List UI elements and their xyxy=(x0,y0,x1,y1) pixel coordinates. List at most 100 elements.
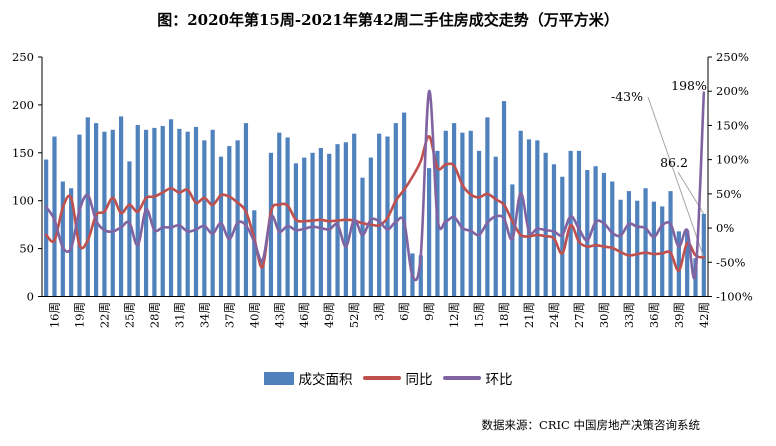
x-axis-tick-label: 15周 xyxy=(472,302,486,328)
right-axis-tick-label: 200% xyxy=(716,84,749,98)
x-axis-tick-label: 34周 xyxy=(197,302,211,328)
data-source-note: 数据来源：CRIC 中国房地产决策咨询系统 xyxy=(481,418,700,432)
bar xyxy=(69,188,74,297)
axes xyxy=(41,57,709,297)
bar xyxy=(94,123,99,297)
bar xyxy=(268,152,274,297)
legend-item-yoy: 同比 xyxy=(362,368,433,388)
x-axis-tick-label: 36周 xyxy=(647,302,661,328)
left-axis-tick-label: 200 xyxy=(12,98,34,112)
bar xyxy=(177,128,182,297)
right-axis-tick-label: 150% xyxy=(716,118,749,132)
x-axis-tick-label: 39周 xyxy=(672,302,686,328)
x-axis-tick-label: 25周 xyxy=(122,302,136,328)
x-axis-tick-label: 43周 xyxy=(272,302,286,328)
bar xyxy=(585,170,590,297)
bar xyxy=(85,117,90,297)
right-axis-tick-label: 100% xyxy=(716,153,749,167)
bar xyxy=(160,125,165,297)
bar xyxy=(218,156,224,297)
bar xyxy=(143,129,149,297)
right-axis-tick-label: 0% xyxy=(716,221,734,235)
x-axis-tick-label: 22周 xyxy=(97,302,111,328)
bar xyxy=(635,200,640,297)
x-axis-tick-label: 49周 xyxy=(322,302,336,328)
bar xyxy=(618,199,623,297)
x-axis-tick-label: 40周 xyxy=(247,302,261,328)
bar xyxy=(118,116,124,297)
bar xyxy=(185,131,190,297)
bar xyxy=(427,168,432,297)
right-axis-tick-label: 50% xyxy=(716,187,742,201)
bar xyxy=(277,132,282,297)
bar xyxy=(685,230,690,297)
bar xyxy=(493,156,498,297)
bar xyxy=(501,101,507,297)
bar xyxy=(468,130,473,297)
bar xyxy=(610,181,615,297)
right-axis-tick-label: -50% xyxy=(716,255,746,269)
x-axis-tick-label: 18周 xyxy=(497,302,511,328)
x-axis-tick-label: 42周 xyxy=(697,302,711,328)
bar xyxy=(535,140,540,297)
bar xyxy=(352,133,357,297)
bar xyxy=(60,181,65,297)
legend-label-volume: 成交面积 xyxy=(298,372,353,388)
bar xyxy=(402,112,407,297)
chart-title: 图：2020年第15周-2021年第42周二手住房成交走势（万平方米） xyxy=(157,11,619,29)
x-axis-tick-label: 9周 xyxy=(422,302,436,321)
wow-line-swatch-icon xyxy=(442,376,481,380)
x-axis-labels: 16周 19周 22周 25周 28周 31周 34周 37周 40周 43周 46周 49周 52周 3… xyxy=(48,302,711,328)
bar xyxy=(568,150,573,297)
bar xyxy=(518,130,523,297)
bar xyxy=(560,176,565,297)
legend-label-wow: 环比 xyxy=(485,372,513,388)
bar xyxy=(660,206,665,297)
x-axis-tick-label: 3周 xyxy=(372,302,386,321)
bar xyxy=(44,159,49,297)
bar xyxy=(701,213,706,297)
bar xyxy=(485,117,490,297)
legend-item-wow: 环比 xyxy=(442,368,513,388)
bar xyxy=(593,166,598,297)
bar xyxy=(285,137,290,297)
x-axis-tick-label: 24周 xyxy=(547,302,561,328)
bar xyxy=(576,150,582,297)
x-axis-tick-label: 12周 xyxy=(447,302,461,328)
bar xyxy=(327,153,332,297)
left-axis-tick-label: 250 xyxy=(12,50,34,64)
bar xyxy=(643,188,648,297)
bar xyxy=(110,129,115,297)
bar xyxy=(127,161,132,297)
right-axis-tick-label: 250% xyxy=(716,50,749,64)
x-axis-tick-label: 16周 xyxy=(48,302,62,328)
bar xyxy=(52,136,57,297)
bar xyxy=(451,123,457,297)
annotation-label: -43% xyxy=(611,89,643,104)
bar xyxy=(443,130,448,297)
x-axis-tick-label: 46周 xyxy=(297,302,311,328)
bar xyxy=(260,260,265,297)
bar xyxy=(676,231,681,297)
bar xyxy=(235,140,240,297)
left-axis-tick-label: 50 xyxy=(19,242,34,256)
x-axis-tick-label: 21周 xyxy=(522,302,536,328)
x-axis-tick-label: 6周 xyxy=(397,302,411,321)
y-axis-right: -100% -50% 0% 50% 100% 150% 200% 250% xyxy=(708,50,753,304)
bar xyxy=(152,127,157,297)
bar xyxy=(626,191,632,297)
annotation-label: 86.2 xyxy=(660,155,688,170)
x-axis-tick-label: 19周 xyxy=(73,302,87,328)
x-axis-tick-label: 52周 xyxy=(347,302,361,328)
left-axis-tick-label: 150 xyxy=(12,146,34,160)
bars-series xyxy=(44,101,706,297)
bar xyxy=(202,140,207,297)
bar xyxy=(310,152,315,297)
bar xyxy=(368,157,373,297)
bar xyxy=(377,133,382,297)
x-axis-tick-label: 37周 xyxy=(222,302,236,328)
bar xyxy=(476,150,482,297)
bar xyxy=(460,132,465,297)
